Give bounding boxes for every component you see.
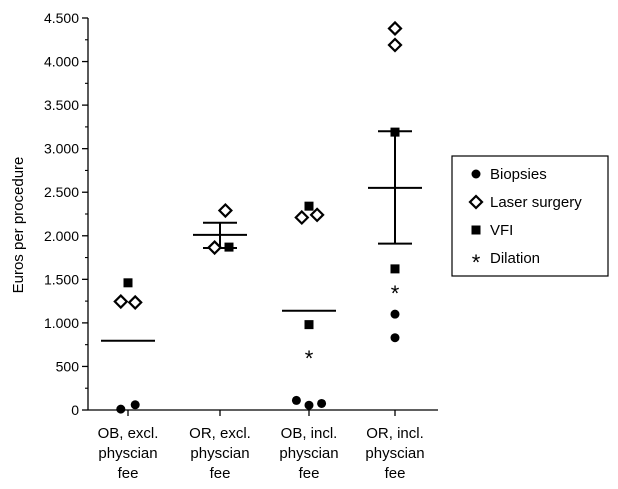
legend-marker-diamond	[468, 194, 484, 210]
data-point-star: *	[391, 281, 400, 306]
data-point-square	[304, 201, 314, 211]
legend: Biopsies Laser surgery VFI * Dilation	[451, 155, 609, 277]
y-tick-label: 4.000	[44, 54, 79, 70]
data-point-diamond	[387, 37, 403, 53]
x-category-label: OB, excl. physcian fee	[98, 425, 159, 482]
x-category-label-line: physcian	[190, 445, 249, 462]
data-point-square	[123, 278, 133, 288]
y-tick-label: 4.500	[44, 10, 79, 26]
legend-label: Laser surgery	[490, 194, 582, 211]
data-point-square	[304, 320, 314, 330]
x-category-label: OR, excl. physcian fee	[189, 425, 251, 482]
data-point-square	[390, 127, 400, 137]
y-tick-label: 3.000	[44, 141, 79, 157]
data-point-diamond	[309, 207, 325, 223]
data-point-diamond	[387, 20, 403, 37]
data-point-circle	[390, 309, 400, 319]
x-category-label-line: OR, incl.	[366, 425, 424, 442]
y-tick-label: 3.500	[44, 97, 79, 113]
data-point-star: *	[305, 346, 314, 371]
x-axis: OB, excl. physcian fee OR, excl. physcian fee…	[88, 409, 438, 482]
data-point-diamond	[217, 202, 233, 219]
legend-label: Biopsies	[490, 166, 547, 183]
x-category-label-line: OR, excl.	[189, 425, 251, 442]
data-point-diamond	[207, 239, 223, 256]
x-category-label-line: fee	[118, 465, 139, 482]
data-point-square	[224, 242, 234, 252]
data-point-diamond	[127, 294, 143, 310]
legend-marker-circle	[471, 169, 481, 179]
data-points: **	[113, 20, 403, 414]
legend-marker-star: *	[472, 250, 481, 275]
x-category-label-line: fee	[210, 465, 231, 482]
data-point-circle	[291, 395, 301, 405]
y-tick-label: 1.500	[44, 271, 79, 287]
data-point-circle	[116, 404, 126, 414]
x-category-label-line: OB, incl.	[281, 425, 338, 442]
data-point-circle	[390, 333, 400, 343]
y-tick-label: 2.500	[44, 184, 79, 200]
x-category-label-line: OB, excl.	[98, 425, 159, 442]
legend-box	[451, 155, 609, 277]
y-axis-title: Euros per procedure	[10, 157, 27, 294]
legend-label: Dilation	[490, 250, 540, 267]
data-point-circle	[304, 400, 314, 410]
x-category-label: OR, incl. physcian fee	[365, 425, 424, 482]
y-tick-label: 1.000	[44, 315, 79, 331]
data-point-circle	[130, 400, 140, 410]
y-tick-label: 2.000	[44, 228, 79, 244]
x-category-label-line: physcian	[365, 445, 424, 462]
legend-label: VFI	[490, 222, 513, 239]
x-category-label-line: physcian	[279, 445, 338, 462]
x-category-label-line: fee	[385, 465, 406, 482]
x-category-label-line: fee	[299, 465, 320, 482]
data-point-square	[390, 264, 400, 274]
data-point-circle	[317, 398, 327, 408]
x-category-label: OB, incl. physcian fee	[279, 425, 338, 482]
x-category-label-line: physcian	[98, 445, 157, 462]
y-tick-label: 0	[71, 402, 79, 418]
data-point-diamond	[294, 209, 310, 226]
y-tick-label: 500	[56, 358, 80, 374]
mean-lines	[101, 130, 422, 342]
legend-marker-square	[471, 225, 481, 235]
y-axis: 0 500 1.000 1.500 2.000 2.500 3.000 3.500 4.000 4…	[44, 10, 89, 418]
data-point-diamond	[113, 293, 129, 310]
